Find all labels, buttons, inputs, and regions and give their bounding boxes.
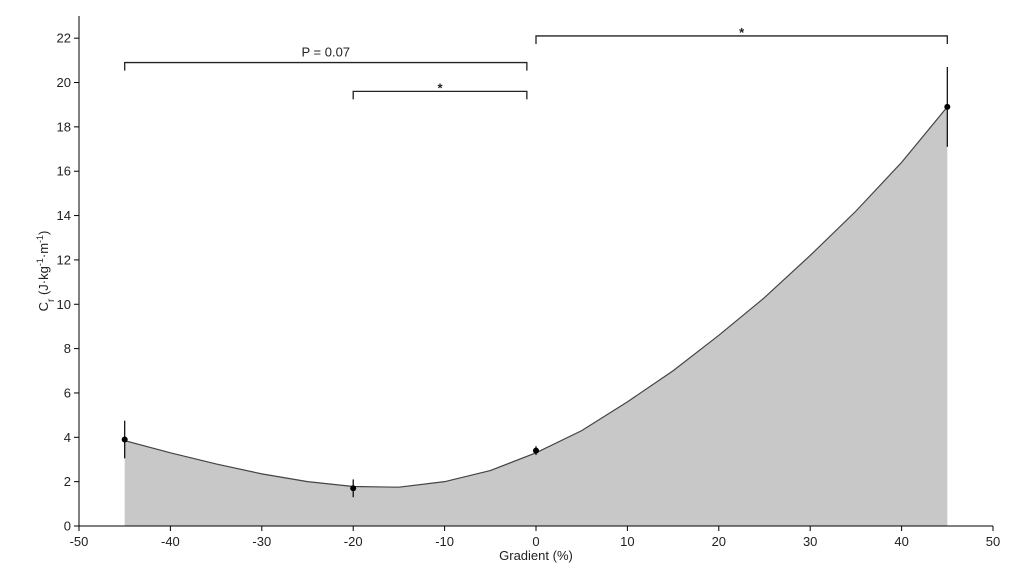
x-tick-label: 20 (712, 534, 726, 549)
x-tick-label: 0 (532, 534, 539, 549)
data-point (944, 103, 951, 110)
y-axis-label-part: -1 (35, 258, 45, 266)
area-fill (124, 106, 948, 527)
y-axis-label: Cr (J·kg-1·m-1) (35, 231, 57, 312)
x-tick-label: -40 (161, 534, 180, 549)
y-tick-label: 4 (64, 430, 71, 445)
x-tick-label: -50 (70, 534, 89, 549)
x-tick-label: 40 (894, 534, 908, 549)
y-axis-label-part: r (46, 298, 57, 302)
bracket (124, 61, 528, 71)
y-axis-label-part: ·m (36, 243, 51, 258)
data-point (121, 436, 128, 443)
y-tick-label: 2 (64, 474, 71, 489)
x-tick-label: 30 (803, 534, 817, 549)
bracket (352, 90, 528, 100)
y-axis-label-part: C (36, 302, 51, 311)
x-axis-label: Gradient (%) (499, 548, 573, 563)
y-tick-label: 8 (64, 341, 71, 356)
y-tick-label: 0 (64, 519, 71, 534)
x-tick-label: -20 (344, 534, 363, 549)
y-tick-label: 12 (57, 252, 71, 267)
x-tick-label: 10 (620, 534, 634, 549)
y-tick-label: 20 (57, 75, 71, 90)
data-point (533, 447, 539, 454)
bracket (535, 35, 948, 44)
bracket-label: * (437, 80, 443, 95)
y-axis-label-part: -1 (35, 235, 45, 243)
x-tick-label: -10 (435, 534, 454, 549)
bracket-label: P = 0.07 (301, 45, 350, 60)
y-tick-label: 10 (57, 297, 71, 312)
y-tick-label: 18 (57, 119, 71, 134)
data-point (350, 485, 357, 492)
y-tick-label: 14 (57, 208, 71, 223)
y-axis-label-part: ) (36, 231, 51, 235)
x-tick-label: -30 (252, 534, 271, 549)
y-tick-label: 6 (64, 385, 71, 400)
y-tick-label: 16 (57, 164, 71, 179)
x-tick-label: 50 (986, 534, 1000, 549)
y-tick-label: 22 (57, 31, 71, 46)
bracket-label: * (739, 25, 745, 40)
y-axis-label-part: (J·kg (36, 266, 51, 299)
